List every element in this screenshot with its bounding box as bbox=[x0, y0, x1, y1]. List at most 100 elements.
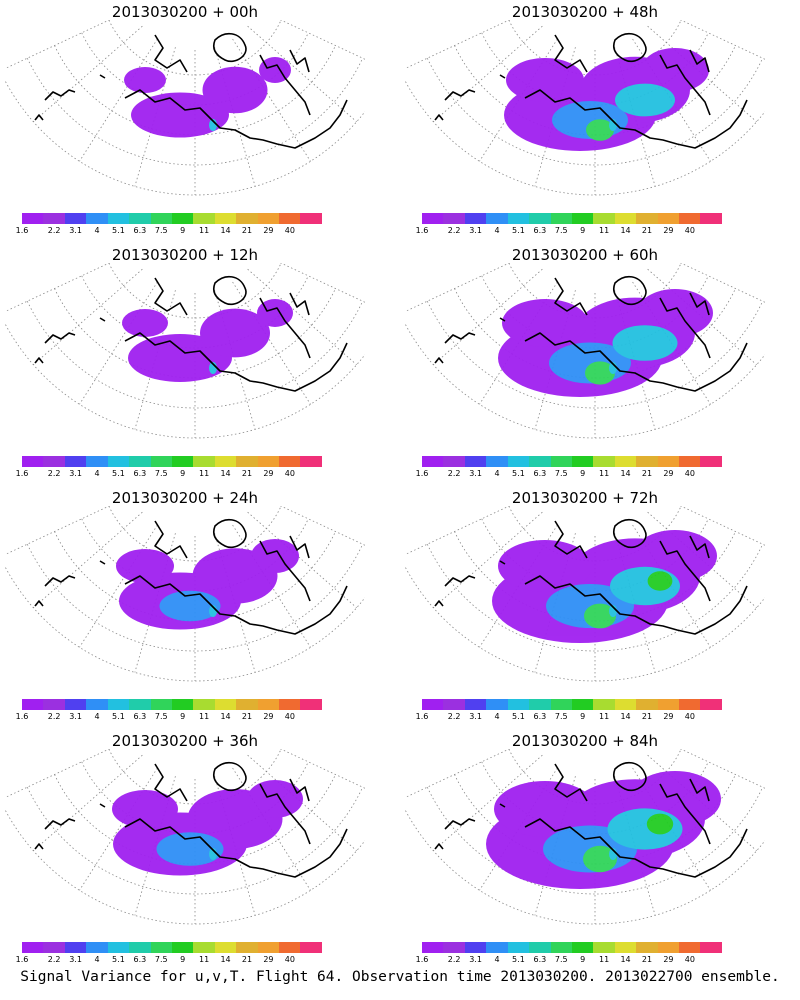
colorbar-tick-label: 14 bbox=[620, 226, 631, 235]
colorbar-tick-label: 6.3 bbox=[533, 469, 547, 478]
colorbar-swatch bbox=[279, 699, 301, 710]
variance-field bbox=[492, 530, 717, 643]
colorbar-tick-label: 5.1 bbox=[112, 955, 125, 964]
colorbar-swatch bbox=[679, 213, 701, 224]
colorbar-swatch bbox=[679, 456, 701, 467]
colorbar-swatch bbox=[43, 699, 65, 710]
colorbar-tick-label: 4 bbox=[494, 226, 500, 235]
colorbar-tick-label: 9 bbox=[580, 226, 586, 235]
colorbar-swatch bbox=[193, 699, 215, 710]
colorbar-tick-label: 3.1 bbox=[469, 469, 482, 478]
colorbar-tick-label: 3.1 bbox=[69, 469, 82, 478]
colorbar-swatch bbox=[193, 456, 215, 467]
colorbar-swatch bbox=[422, 699, 444, 710]
colorbar-swatch bbox=[86, 699, 108, 710]
panel-title: 2013030200 + 60h bbox=[511, 246, 659, 264]
colorbar-swatch bbox=[636, 942, 658, 953]
colorbar-swatch bbox=[593, 699, 615, 710]
colorbar-swatch bbox=[150, 942, 172, 953]
colorbar-swatch bbox=[550, 456, 572, 467]
colorbar-tick-label: 21 bbox=[241, 955, 253, 964]
colorbar-tick-label: 29 bbox=[663, 469, 674, 478]
colorbar-tick-label: 2.2 bbox=[447, 712, 461, 721]
map-panel: 2013030200 + 12h 1.6 2.2 3.1 4 5.1 6.3 7.5 9 11 14… bbox=[5, 243, 365, 488]
colorbar-swatch bbox=[529, 699, 551, 710]
colorbar-swatch bbox=[64, 942, 87, 953]
panel-title: 2013030200 + 12h bbox=[111, 246, 259, 264]
colorbar-tick-label: 7.5 bbox=[154, 955, 168, 964]
colorbar-tick-label: 3.1 bbox=[469, 955, 482, 964]
colorbar-tick-label: 9 bbox=[180, 469, 186, 478]
colorbar-tick-label: 6.3 bbox=[533, 226, 547, 235]
colorbar-tick-label: 40 bbox=[284, 955, 295, 964]
colorbar-swatch bbox=[257, 456, 280, 467]
colorbar-tick-label: 9 bbox=[180, 226, 186, 235]
colorbar-swatch bbox=[171, 213, 194, 224]
map-panel: 2013030200 + 72h 1.6 2.2 3.1 4 5.1 6.3 7.5 9 11 14… bbox=[405, 486, 765, 731]
colorbar-tick-label: 7.5 bbox=[554, 469, 568, 478]
colorbar-swatch bbox=[486, 942, 508, 953]
coastline bbox=[34, 518, 348, 635]
colorbar-swatch bbox=[257, 213, 280, 224]
colorbar-swatch bbox=[679, 699, 701, 710]
colorbar-swatch bbox=[550, 213, 572, 224]
colorbar-swatch bbox=[571, 942, 594, 953]
colorbar-swatch bbox=[129, 213, 151, 224]
map-panel: 2013030200 + 48h 1.6 2.2 3.1 4 5.1 6.3 7.5 9 11 14… bbox=[405, 0, 765, 245]
colorbar-tick-label: 21 bbox=[641, 955, 653, 964]
colorbar-tick-label: 21 bbox=[241, 226, 253, 235]
colorbar-tick-label: 1.6 bbox=[15, 469, 29, 478]
colorbar-swatch bbox=[257, 699, 280, 710]
colorbar-tick-label: 14 bbox=[220, 712, 231, 721]
colorbar-swatch bbox=[464, 456, 487, 467]
map-plot bbox=[405, 263, 765, 439]
colorbar-swatch bbox=[614, 699, 637, 710]
colorbar-tick-label: 5.1 bbox=[112, 712, 125, 721]
colorbar-swatch bbox=[171, 942, 194, 953]
colorbar-tick-label: 4 bbox=[94, 226, 100, 235]
variance-field bbox=[498, 289, 713, 397]
map-panel: 2013030200 + 00h 1.6 2.2 3.1 4 5.1 6.3 7.5 9 11 14… bbox=[5, 0, 365, 245]
colorbar-tick-label: 3.1 bbox=[469, 226, 482, 235]
coastline bbox=[34, 275, 348, 392]
colorbar-tick-label: 1.6 bbox=[415, 955, 429, 964]
colorbar-swatch bbox=[236, 942, 258, 953]
colorbar-tick-label: 14 bbox=[620, 955, 631, 964]
colorbar-swatch bbox=[700, 699, 722, 710]
colorbar-tick-label: 14 bbox=[220, 955, 231, 964]
colorbar-labels: 1.6 2.2 3.1 4 5.1 6.3 7.5 9 11 14 21 29 40 bbox=[416, 469, 737, 479]
colorbar-swatch bbox=[43, 942, 65, 953]
map-plot bbox=[5, 506, 365, 682]
map-panel: 2013030200 + 36h 1.6 2.2 3.1 4 5.1 6.3 7.5 9 11 14… bbox=[5, 729, 365, 974]
colorbar-swatch bbox=[507, 213, 530, 224]
colorbar-tick-label: 7.5 bbox=[554, 712, 568, 721]
colorbar-tick-label: 9 bbox=[580, 712, 586, 721]
colorbar-tick-label: 11 bbox=[199, 712, 210, 721]
colorbar bbox=[22, 942, 322, 953]
colorbar-tick-label: 6.3 bbox=[533, 712, 547, 721]
map-panel: 2013030200 + 24h 1.6 2.2 3.1 4 5.1 6.3 7.5 9 11 14… bbox=[5, 486, 365, 731]
colorbar-tick-label: 2.2 bbox=[47, 469, 61, 478]
colorbar-tick-label: 9 bbox=[180, 712, 186, 721]
colorbar-swatch bbox=[64, 699, 87, 710]
colorbar-swatch bbox=[593, 942, 615, 953]
colorbar-swatch bbox=[214, 699, 237, 710]
colorbar-swatch bbox=[571, 456, 594, 467]
colorbar-tick-label: 21 bbox=[241, 712, 253, 721]
colorbar-swatch bbox=[22, 699, 44, 710]
colorbar-tick-label: 7.5 bbox=[154, 226, 168, 235]
colorbar-labels: 1.6 2.2 3.1 4 5.1 6.3 7.5 9 11 14 21 29 40 bbox=[16, 226, 337, 236]
colorbar-tick-label: 2.2 bbox=[447, 469, 461, 478]
coastline bbox=[434, 518, 748, 635]
colorbar bbox=[422, 942, 722, 953]
colorbar-tick-label: 29 bbox=[263, 712, 274, 721]
panel-title: 2013030200 + 00h bbox=[111, 3, 259, 21]
colorbar-tick-label: 21 bbox=[241, 469, 253, 478]
colorbar-tick-label: 7.5 bbox=[154, 712, 168, 721]
colorbar-swatch bbox=[214, 456, 237, 467]
colorbar-swatch bbox=[257, 942, 280, 953]
colorbar-swatch bbox=[464, 213, 487, 224]
colorbar-swatch bbox=[107, 213, 130, 224]
colorbar-swatch bbox=[300, 699, 322, 710]
colorbar-tick-label: 21 bbox=[641, 469, 653, 478]
